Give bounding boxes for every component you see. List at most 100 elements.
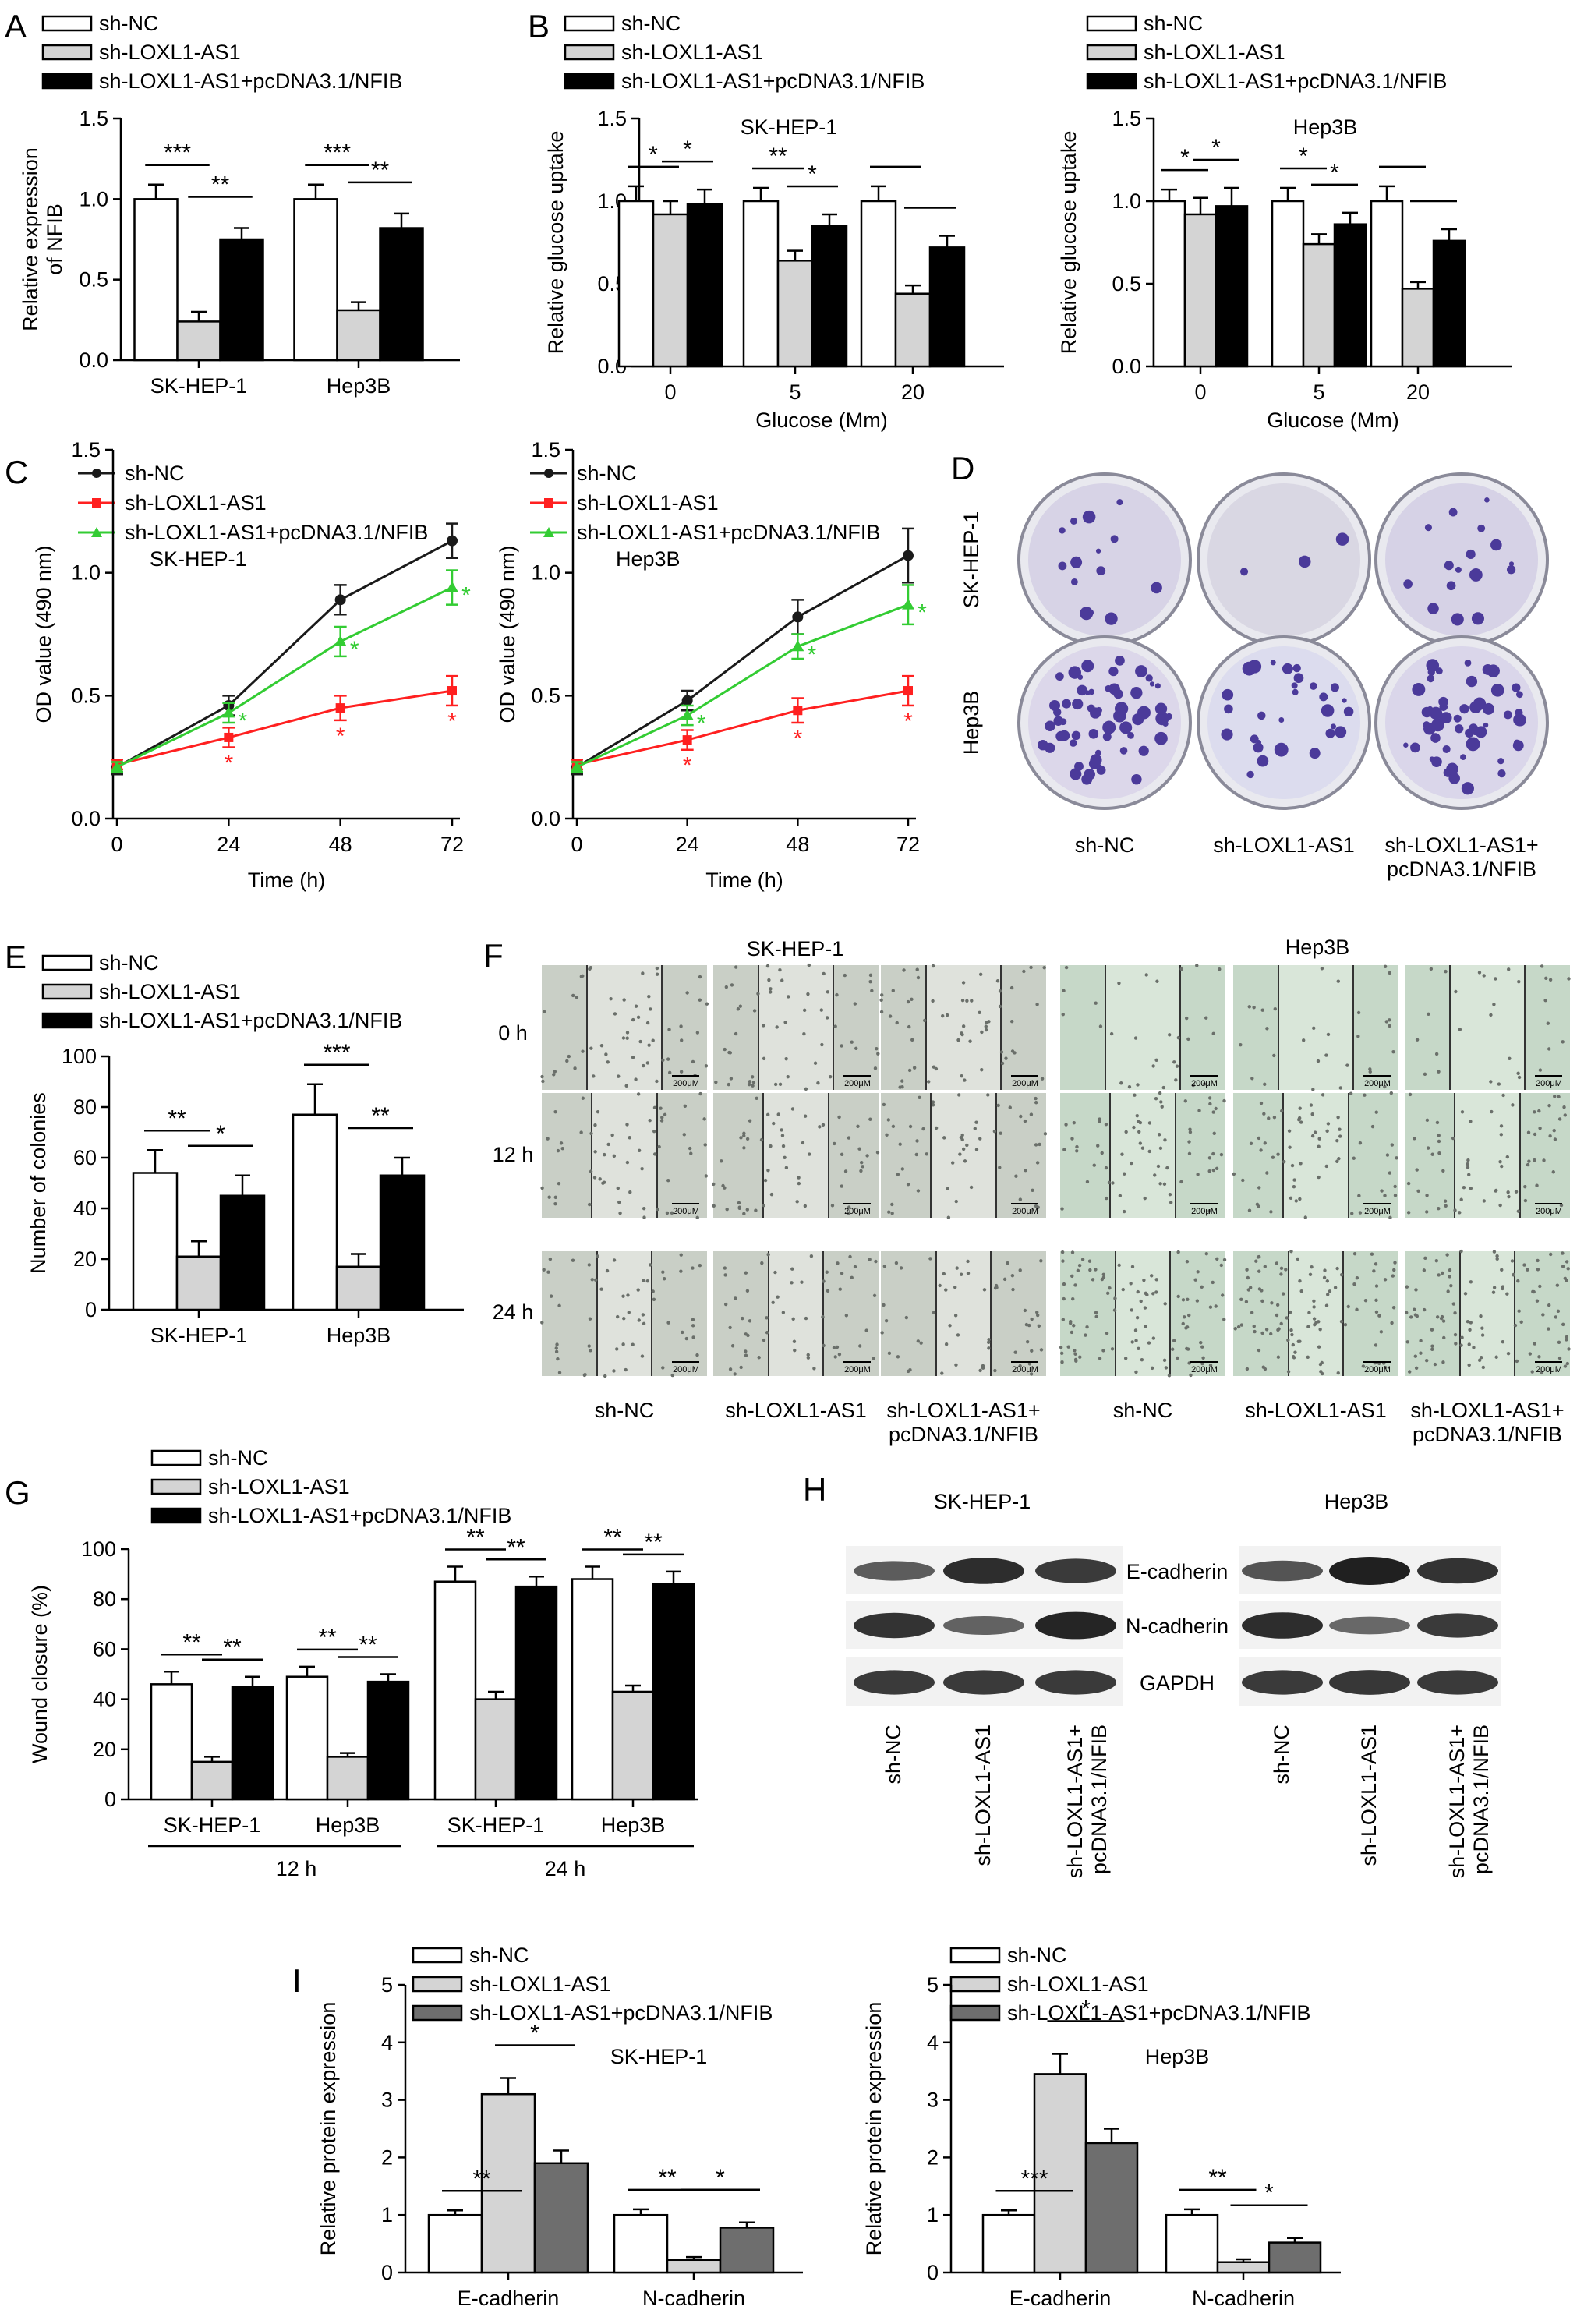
cell-dot xyxy=(1222,1318,1226,1321)
colony-dot xyxy=(1330,683,1339,692)
cell-dot xyxy=(1389,1091,1394,1095)
cell-dot xyxy=(748,1119,752,1123)
cell-dot xyxy=(887,1210,891,1214)
cell-dot xyxy=(954,1363,958,1367)
cell-dot xyxy=(651,1289,655,1293)
cell-dot xyxy=(1208,1102,1212,1106)
x-tick-label: SK-HEP-1 xyxy=(447,1813,545,1837)
cell-dot xyxy=(1263,1082,1267,1086)
cell-dot xyxy=(1501,1286,1504,1291)
colony-dot xyxy=(1222,688,1234,701)
E-legend-swatch-1 xyxy=(41,983,93,1000)
cell-dot xyxy=(1306,1325,1310,1329)
colony-dot xyxy=(1503,710,1512,720)
cell-dot xyxy=(830,1204,835,1208)
series-line-C1-0 xyxy=(116,539,453,769)
cell-dot xyxy=(908,1124,913,1129)
cell-dot xyxy=(1393,1184,1397,1189)
cell-dot xyxy=(1290,1163,1295,1168)
cell-dot xyxy=(1390,1143,1395,1147)
cell-dot xyxy=(1122,1209,1126,1214)
colony-dot xyxy=(1055,730,1066,742)
cell-dot xyxy=(738,1004,743,1008)
colony-dot xyxy=(1309,748,1321,759)
cell-dot xyxy=(1214,1106,1218,1111)
cell-dot xyxy=(966,1259,970,1264)
cell-dot xyxy=(612,1369,616,1373)
cell-dot xyxy=(1338,1134,1342,1138)
colony-dot xyxy=(1513,739,1520,746)
cell-dot xyxy=(691,1059,695,1064)
cell-dot xyxy=(932,1311,936,1314)
chart-title: SK-HEP-1 xyxy=(150,547,247,571)
cell-dot xyxy=(853,1002,857,1006)
cell-dot xyxy=(1335,1266,1339,1271)
cell-dot xyxy=(1441,1319,1446,1323)
cell-dot xyxy=(973,1127,977,1130)
cell-dot xyxy=(1239,1323,1244,1327)
cell-dot xyxy=(1039,1348,1044,1352)
cell-dot xyxy=(998,1166,1002,1169)
sig-label: * xyxy=(447,709,457,734)
cell-dot xyxy=(617,1200,621,1204)
cell-dot xyxy=(1458,1028,1462,1031)
bar-I1-0-1 xyxy=(613,2213,669,2274)
colony-dot xyxy=(1448,773,1460,784)
cell-dot xyxy=(1492,1286,1497,1289)
cell-dot xyxy=(1107,1180,1112,1185)
cell-dot xyxy=(1406,1211,1411,1215)
cell-dot xyxy=(780,1134,785,1137)
blot-band xyxy=(854,1670,935,1695)
cell-dot xyxy=(592,1176,597,1180)
cell-dot xyxy=(1547,1047,1551,1051)
bar-G-2-3 xyxy=(652,1583,695,1801)
cell-dot xyxy=(1298,1106,1302,1110)
cell-dot xyxy=(1241,1178,1245,1183)
G-legend-label-0: sh-NC xyxy=(208,1446,268,1470)
cell-dot xyxy=(1317,1137,1321,1141)
cell-dot xyxy=(1104,1123,1108,1127)
cell-dot xyxy=(769,1192,774,1197)
cell-dot xyxy=(1325,1293,1330,1296)
cell-dot xyxy=(1188,1127,1192,1131)
cell-dot xyxy=(1434,1052,1439,1056)
wound-col-label: sh-LOXL1-AS1 xyxy=(725,1399,867,1422)
cell-dot xyxy=(1189,1373,1193,1378)
cell-dot xyxy=(1118,1194,1123,1198)
colony-dot xyxy=(1154,702,1168,715)
sig-label: * xyxy=(336,723,345,749)
chart-C1: 0.00.51.01.5OD value (490 nm)0 24 48 72****… xyxy=(32,438,471,892)
cell-dot xyxy=(1499,1133,1504,1137)
panel-label-E: E xyxy=(5,939,27,975)
x-tick-label: 0 xyxy=(111,833,122,856)
bar-B2-2-0 xyxy=(1215,205,1249,368)
cell-dot xyxy=(1117,981,1121,985)
bar-B2-0-1 xyxy=(1271,200,1305,368)
cell-dot xyxy=(1494,1355,1498,1359)
cell-dot xyxy=(631,1056,635,1059)
colony-dot xyxy=(1055,672,1064,681)
cell-dot xyxy=(1168,1192,1172,1197)
cell-dot xyxy=(1379,1330,1384,1334)
cell-dot xyxy=(1137,1346,1140,1351)
cell-dot xyxy=(605,1268,610,1273)
cell-dot xyxy=(554,1349,559,1354)
B1-legend-label-2: sh-LOXL1-AS1+pcDNA3.1/NFIB xyxy=(621,69,925,93)
cell-dot xyxy=(1207,1169,1211,1173)
data-point xyxy=(447,686,457,696)
cell-dot xyxy=(1249,1141,1253,1145)
cell-dot xyxy=(1263,1265,1267,1268)
colony-dot xyxy=(1119,721,1133,734)
cell-dot xyxy=(1004,1056,1008,1060)
cell-dot xyxy=(1561,1251,1565,1255)
cell-dot xyxy=(1155,979,1159,983)
cell-dot xyxy=(963,1078,967,1082)
cell-dot xyxy=(1517,1309,1521,1313)
cell-dot xyxy=(1135,1113,1139,1118)
cell-dot xyxy=(1296,1257,1299,1261)
cell-dot xyxy=(1098,1117,1101,1121)
cell-dot xyxy=(1185,1016,1189,1021)
cell-dot xyxy=(1307,1311,1311,1315)
cell-dot xyxy=(1523,1198,1528,1203)
cell-dot xyxy=(1286,1370,1291,1374)
